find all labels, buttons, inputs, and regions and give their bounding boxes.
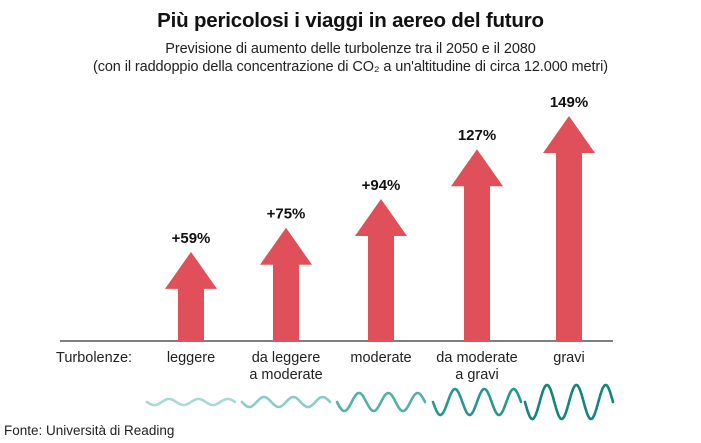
turbulence-wave-icon-4 <box>431 387 523 417</box>
category-label-1: leggere <box>167 350 215 366</box>
chart-title: Più pericolosi i viaggi in aereo del fut… <box>157 9 544 32</box>
category-label-5: gravi <box>553 350 584 366</box>
source-note: Fonte: Università di Reading <box>4 423 175 438</box>
turbulence-wave-icon-1 <box>145 397 237 407</box>
arrow-bar-4 <box>451 149 503 341</box>
axis-label: Turbolenze: <box>56 350 132 366</box>
turbulence-wave-icon-5 <box>523 383 615 421</box>
chart-subtitle-line1: Previsione di aumento delle turbolenze t… <box>165 41 536 57</box>
turbulence-wave-icon-3 <box>335 391 427 413</box>
chart-subtitle-line2: (con il raddoppio della concentrazione d… <box>92 59 609 75</box>
arrow-bar-5 <box>543 116 595 341</box>
category-label-2: a moderate <box>249 367 322 383</box>
turbulence-wave-icon-2 <box>240 395 332 409</box>
value-label-2: +75% <box>267 206 306 223</box>
arrow-bar-3 <box>355 199 407 341</box>
category-label-4: a gravi <box>455 367 499 383</box>
value-label-3: +94% <box>362 177 401 194</box>
value-label-5: 149% <box>550 94 588 111</box>
category-label-3: moderate <box>350 350 411 366</box>
category-label-4: da moderate <box>436 350 517 366</box>
category-label-2: da leggere <box>252 350 321 366</box>
value-label-1: +59% <box>172 230 211 247</box>
arrow-bar-1 <box>165 251 217 341</box>
arrow-bar-2 <box>260 227 312 341</box>
value-label-4: 127% <box>458 127 496 144</box>
